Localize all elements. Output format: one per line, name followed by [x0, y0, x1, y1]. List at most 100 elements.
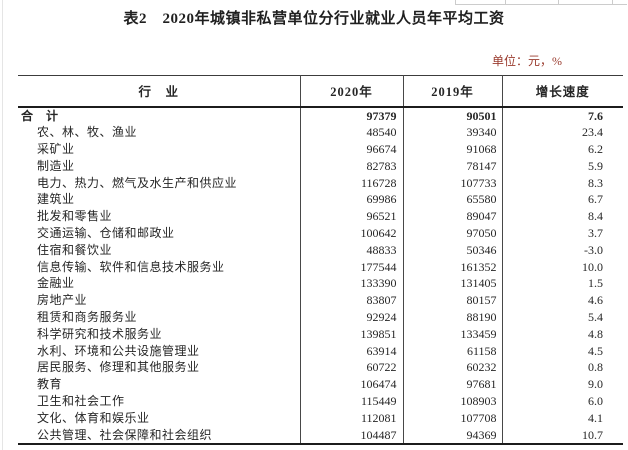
- value-2020-cell: 97379: [300, 106, 404, 125]
- growth-cell: 5.4: [588, 310, 603, 325]
- value-2020-cell: 83807: [300, 292, 404, 310]
- industry-cell: 合 计: [18, 106, 301, 125]
- growth-cell: 4.8: [588, 326, 603, 341]
- value-2020-cell: 60722: [300, 359, 404, 377]
- value-2020-cell: 177544: [300, 258, 404, 276]
- table-row: 住宿和餐饮业 48833 50346 -3.0: [18, 241, 623, 259]
- column-header-2020: 2020年: [300, 75, 404, 108]
- table-row: 科学研究和技术服务业 139851 133459 4.8: [18, 325, 623, 343]
- growth-cell: 6.0: [588, 394, 603, 409]
- industry-cell: 金融业: [18, 275, 301, 293]
- industry-cell: 采矿业: [18, 141, 301, 158]
- value-2020-cell: 48540: [300, 124, 404, 142]
- value-2020-cell: 96521: [300, 208, 404, 226]
- unit-note: 单位：元，%: [492, 54, 562, 68]
- value-2019-cell: 61158: [403, 342, 503, 360]
- industry-cell: 批发和零售业: [18, 208, 301, 226]
- cropped-table-edge: [455, 0, 627, 5]
- column-header-growth: 增长速度: [502, 75, 623, 108]
- industry-cell: 房地产业: [18, 292, 301, 310]
- table-row: 批发和零售业 96521 89047 8.4: [18, 208, 623, 226]
- growth-cell: 6.7: [588, 192, 603, 207]
- table-row: 电力、热力、燃气及水生产和供应业 116728 107733 8.3: [18, 174, 623, 192]
- industry-cell: 电力、热力、燃气及水生产和供应业: [18, 174, 301, 192]
- industry-cell: 公共管理、社会保障和社会组织: [18, 426, 301, 445]
- industry-cell: 科学研究和技术服务业: [18, 325, 301, 343]
- industry-cell: 卫生和社会工作: [18, 393, 301, 410]
- growth-cell: 8.3: [588, 175, 603, 190]
- value-2020-cell: 106474: [300, 376, 404, 394]
- table-row: 房地产业 83807 80157 4.6: [18, 292, 623, 310]
- value-2019-cell: 97681: [403, 376, 503, 394]
- value-2019-cell: 131405: [403, 275, 503, 293]
- growth-cell: 9.0: [588, 377, 603, 392]
- value-2020-cell: 133390: [300, 275, 404, 293]
- value-2020-cell: 48833: [300, 241, 404, 259]
- industry-cell: 住宿和餐饮业: [18, 241, 301, 259]
- value-2019-cell: 65580: [403, 191, 503, 209]
- growth-cell: 10.0: [582, 259, 603, 274]
- industry-cell: 居民服务、修理和其他服务业: [18, 359, 301, 377]
- table-row: 采矿业 96674 91068 6.2: [18, 141, 623, 158]
- value-2019-cell: 107708: [403, 409, 503, 427]
- growth-cell: 7.6: [588, 108, 603, 123]
- growth-cell: -3.0: [584, 242, 603, 257]
- wage-table-container: 行 业 2020年 2019年 增长速度 合 计 97379 90501 7.6…: [18, 75, 623, 446]
- growth-cell: 6.2: [588, 142, 603, 157]
- value-2019-cell: 91068: [403, 141, 503, 158]
- value-2019-cell: 108903: [403, 393, 503, 410]
- growth-cell: 1.5: [588, 276, 603, 291]
- value-2019-cell: 89047: [403, 208, 503, 226]
- value-2020-cell: 115449: [300, 393, 404, 410]
- value-2019-cell: 94369: [403, 426, 503, 445]
- growth-cell: 4.6: [588, 293, 603, 308]
- header-row: 行 业 2020年 2019年 增长速度: [18, 75, 623, 108]
- industry-cell: 建筑业: [18, 191, 301, 209]
- growth-cell: 4.1: [588, 410, 603, 425]
- growth-cell: 23.4: [582, 125, 603, 140]
- growth-cell: 8.4: [588, 209, 603, 224]
- table-row: 公共管理、社会保障和社会组织 104487 94369 10.7: [18, 426, 623, 445]
- value-2020-cell: 96674: [300, 141, 404, 158]
- value-2020-cell: 112081: [300, 409, 404, 427]
- industry-cell: 租赁和商务服务业: [18, 309, 301, 326]
- value-2019-cell: 78147: [403, 157, 503, 175]
- growth-cell: 10.7: [582, 427, 603, 442]
- table-row: 教育 106474 97681 9.0: [18, 376, 623, 394]
- industry-cell: 农、林、牧、渔业: [18, 124, 301, 142]
- value-2019-cell: 88190: [403, 309, 503, 326]
- value-2019-cell: 80157: [403, 292, 503, 310]
- value-2019-cell: 39340: [403, 124, 503, 142]
- table-row: 租赁和商务服务业 92924 88190 5.4: [18, 309, 623, 326]
- value-2020-cell: 69986: [300, 191, 404, 209]
- table-row: 卫生和社会工作 115449 108903 6.0: [18, 393, 623, 410]
- value-2020-cell: 100642: [300, 225, 404, 242]
- column-header-industry: 行 业: [18, 75, 301, 108]
- table-row: 农、林、牧、渔业 48540 39340 23.4: [18, 124, 623, 142]
- wage-table: 行 业 2020年 2019年 增长速度 合 计 97379 90501 7.6…: [18, 75, 623, 446]
- industry-cell: 文化、体育和娱乐业: [18, 409, 301, 427]
- table-row: 建筑业 69986 65580 6.7: [18, 191, 623, 209]
- value-2019-cell: 107733: [403, 174, 503, 192]
- industry-cell: 交通运输、仓储和邮政业: [18, 225, 301, 242]
- table-row: 水利、环境和公共设施管理业 63914 61158 4.5: [18, 342, 623, 360]
- growth-cell: 3.7: [588, 226, 603, 241]
- value-2019-cell: 133459: [403, 325, 503, 343]
- growth-cell: 5.9: [588, 158, 603, 173]
- table-row: 合 计 97379 90501 7.6: [18, 106, 623, 125]
- industry-cell: 教育: [18, 376, 301, 394]
- table-row: 文化、体育和娱乐业 112081 107708 4.1: [18, 409, 623, 427]
- value-2019-cell: 60232: [403, 359, 503, 377]
- value-2019-cell: 97050: [403, 225, 503, 242]
- value-2020-cell: 139851: [300, 325, 404, 343]
- column-header-2019: 2019年: [403, 75, 503, 108]
- value-2020-cell: 92924: [300, 309, 404, 326]
- table-row: 信息传输、软件和信息技术服务业 177544 161352 10.0: [18, 258, 623, 276]
- industry-cell: 制造业: [18, 157, 301, 175]
- value-2019-cell: 50346: [403, 241, 503, 259]
- table-row: 金融业 133390 131405 1.5: [18, 275, 623, 293]
- table-row: 居民服务、修理和其他服务业 60722 60232 0.8: [18, 359, 623, 377]
- value-2020-cell: 116728: [300, 174, 404, 192]
- growth-cell: 4.5: [588, 343, 603, 358]
